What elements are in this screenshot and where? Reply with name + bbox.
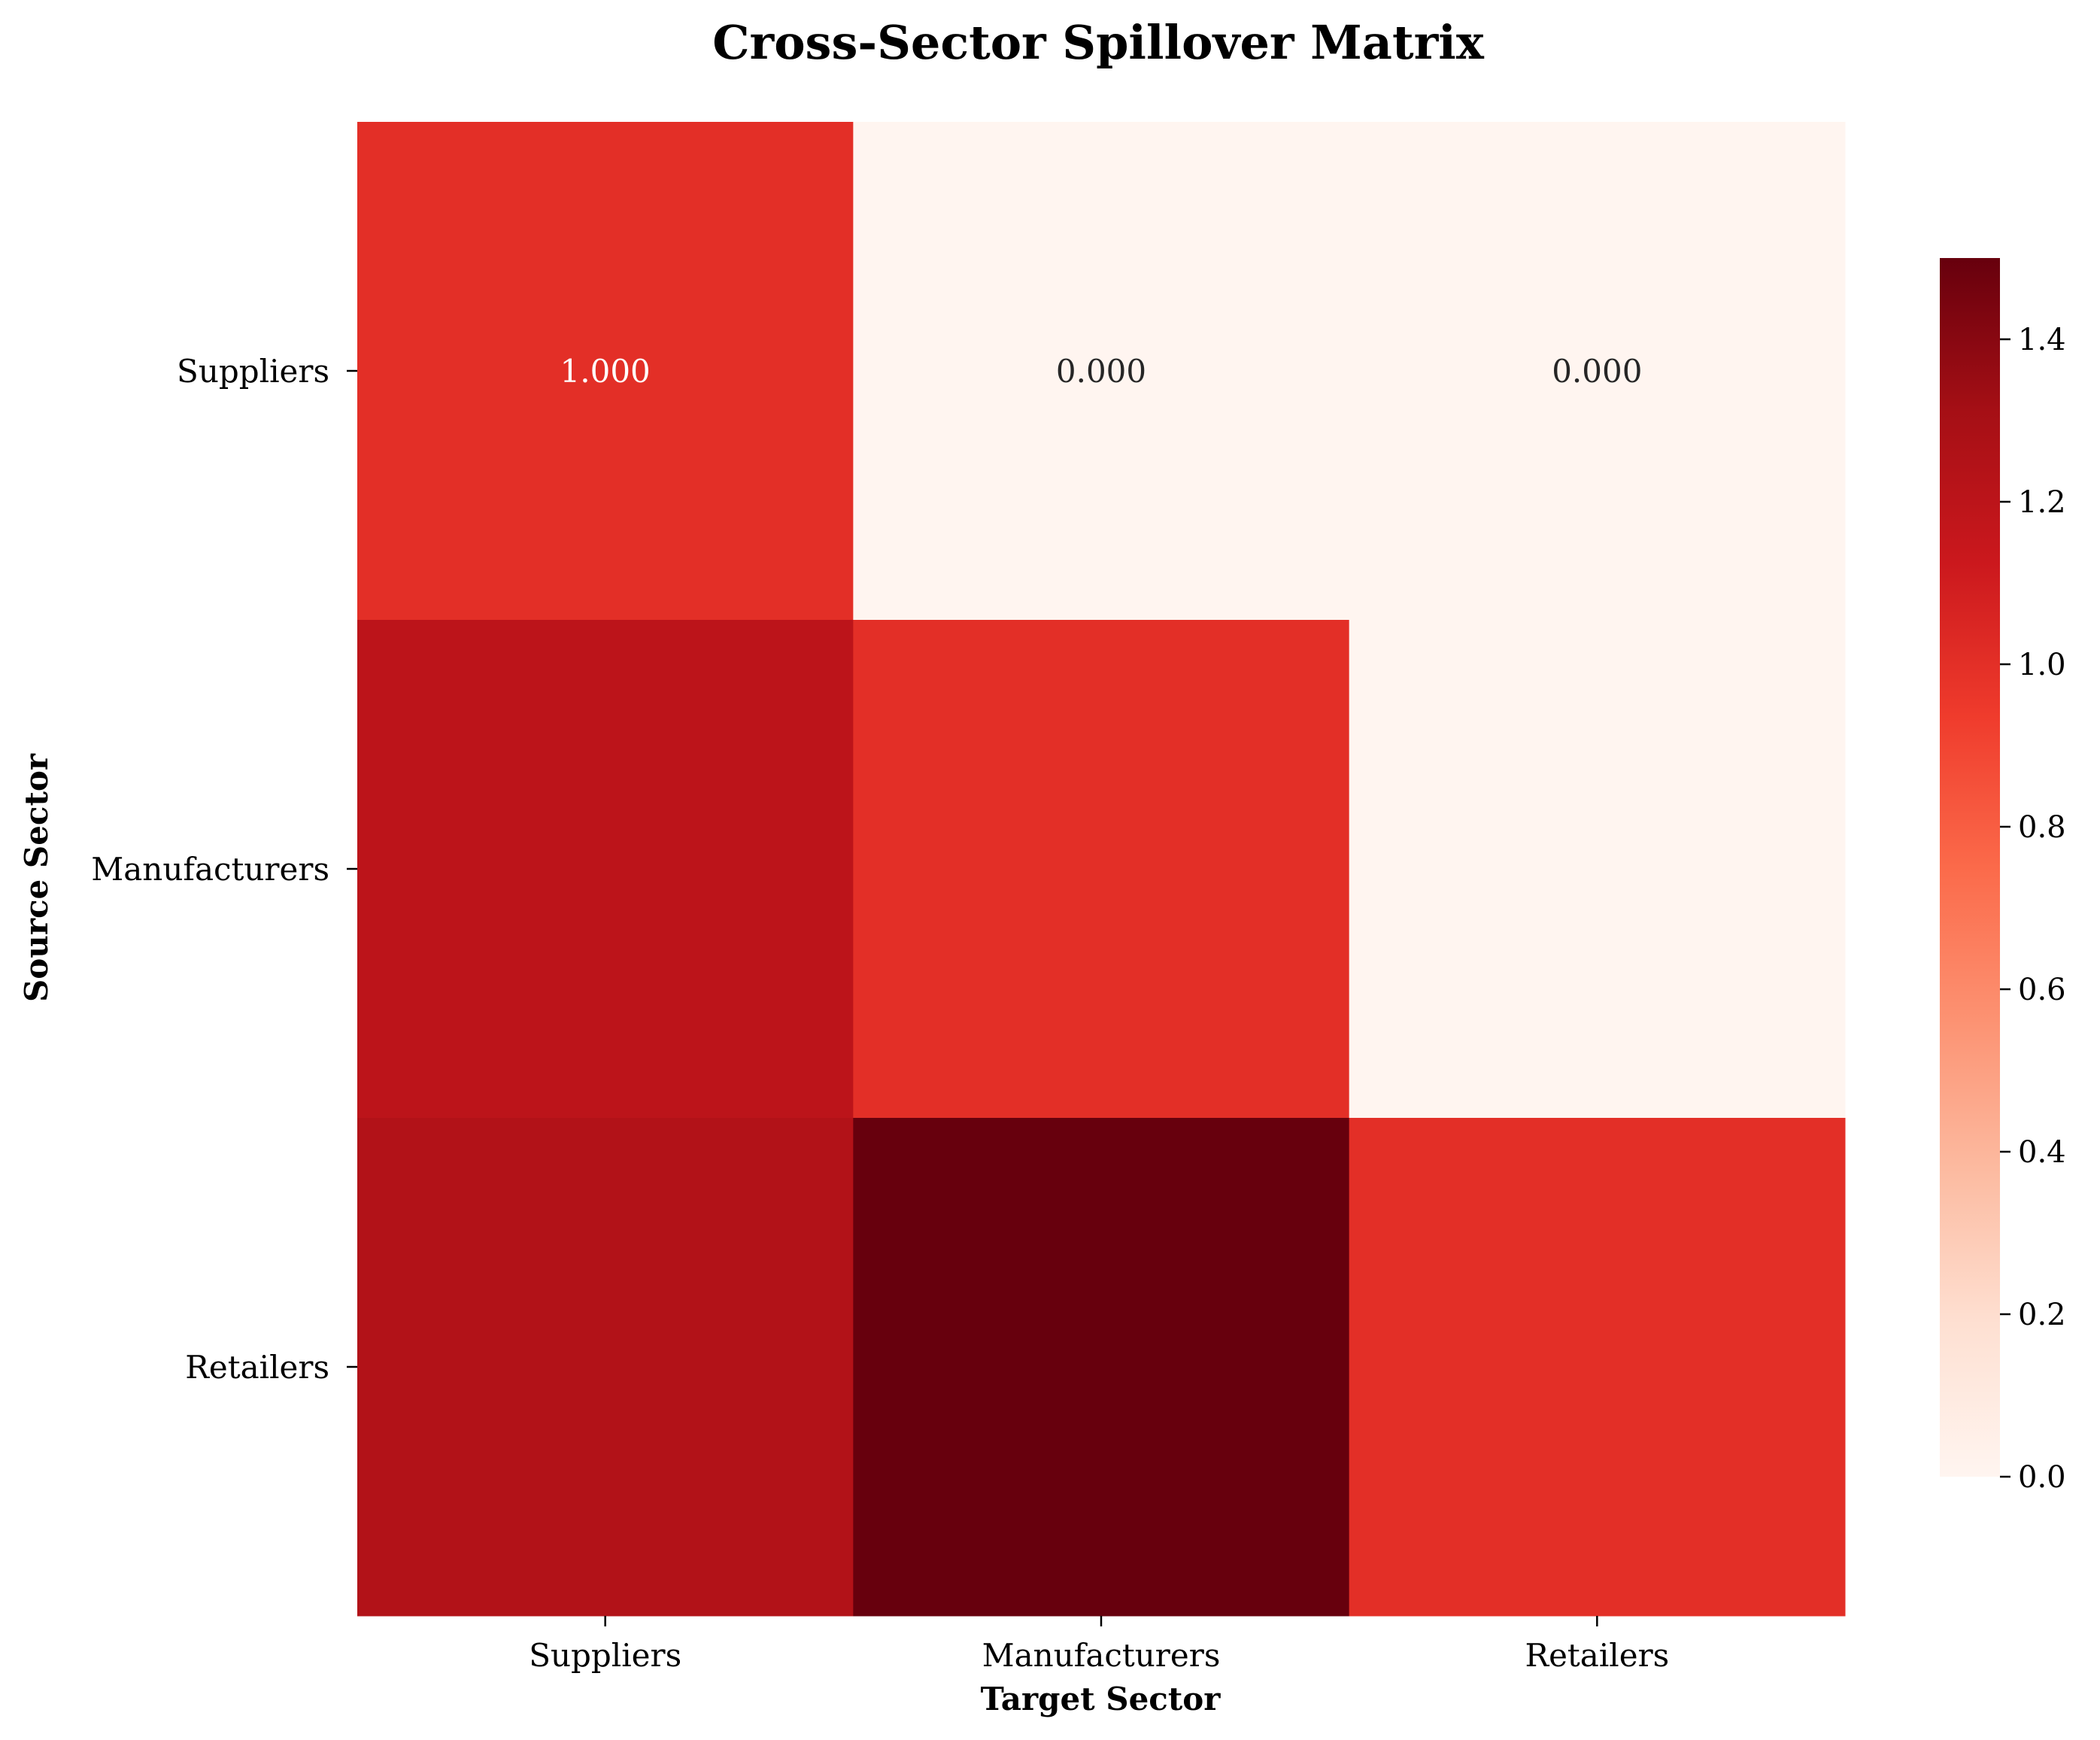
cell-value-label: 0.000 [1056,353,1146,390]
heatmap-cell [357,122,854,621]
heatmap-cell [853,1118,1350,1617]
colorbar-tick-label: 0.0 [2018,1460,2066,1495]
chart-title: Cross-Sector Spillover Matrix [712,15,1485,70]
colorbar-ticks: 0.0 0.2 0.4 0.6 0.8 1.0 1.2 1.4 [2000,323,2066,1495]
heatmap-cell [357,1118,854,1617]
x-axis-ticks: Suppliers Manufacturers Retailers [529,1616,1669,1674]
colorbar-tick-label: 0.6 [2018,973,2066,1007]
heatmap-cell [853,620,1350,1119]
y-tick-label: Retailers [185,1349,329,1386]
heatmap-cells [357,122,1846,1617]
colorbar-tick-label: 1.4 [2018,323,2066,357]
heatmap-cell [1349,1118,1846,1617]
x-tick-label: Manufacturers [982,1637,1221,1674]
y-axis-ticks: Suppliers Manufacturers Retailers [91,353,357,1386]
x-tick-label: Retailers [1525,1637,1669,1674]
colorbar-tick-label: 1.0 [2018,648,2066,682]
heatmap-cell [853,122,1350,621]
y-axis-label: Source Sector [18,753,55,1002]
heatmap-cell [1349,122,1846,621]
colorbar [1940,258,2000,1477]
colorbar-tick-label: 1.2 [2018,485,2066,520]
colorbar-tick-label: 0.8 [2018,810,2066,845]
cell-value-label: 1.000 [560,353,651,390]
heatmap-cell [1349,620,1846,1119]
heatmap-cell-labels: 1.000 0.000 0.000 [560,353,1643,390]
cell-value-label: 0.000 [1552,353,1642,390]
colorbar-tick-label: 0.4 [2018,1135,2066,1170]
heatmap-cell [357,620,854,1119]
x-axis-label: Target Sector [981,1681,1221,1717]
y-tick-label: Manufacturers [91,851,329,888]
colorbar-tick-label: 0.2 [2018,1298,2066,1332]
x-tick-label: Suppliers [529,1637,681,1674]
y-tick-label: Suppliers [177,353,329,390]
